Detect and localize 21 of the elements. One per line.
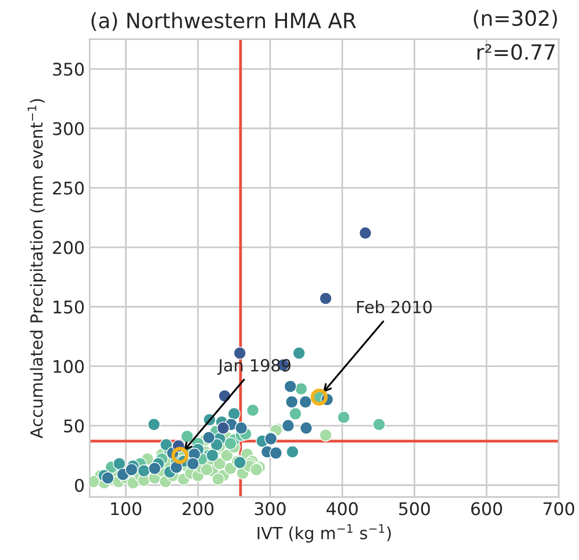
x-tick-label: 200 (182, 502, 214, 516)
x-axis-title: IVT (kg m$^{−1}$ s$^{−1}$) (258, 524, 391, 543)
y-tick-label: 0 (74, 478, 84, 492)
y-tick-label: 300 (53, 122, 84, 136)
chart-title: (a) Northwestern HMA AR (92, 12, 356, 31)
y-tick-label: 100 (54, 360, 84, 374)
x-tick-label: 700 (544, 502, 574, 516)
x-tick-label: 600 (471, 502, 502, 516)
y-tick-label: 50 (64, 419, 84, 432)
y-axis-title: Accumulated Precipitation (mm event$^{−1}$) (28, 99, 46, 438)
y-tick-label: 250 (53, 182, 84, 195)
y-tick-label: 200 (53, 241, 84, 254)
x-tick-label: 400 (326, 502, 358, 516)
x-tick-label: 300 (254, 502, 286, 516)
y-tick-label: 150 (54, 300, 84, 314)
y-tick-label: 350 (53, 62, 84, 76)
text: (n=302) (474, 10, 557, 28)
x-tick-label: 100 (111, 502, 142, 516)
annotation: r²=0.77 (478, 44, 555, 60)
annotation: Feb 2010 (357, 300, 432, 314)
x-tick-label: 500 (399, 502, 430, 516)
